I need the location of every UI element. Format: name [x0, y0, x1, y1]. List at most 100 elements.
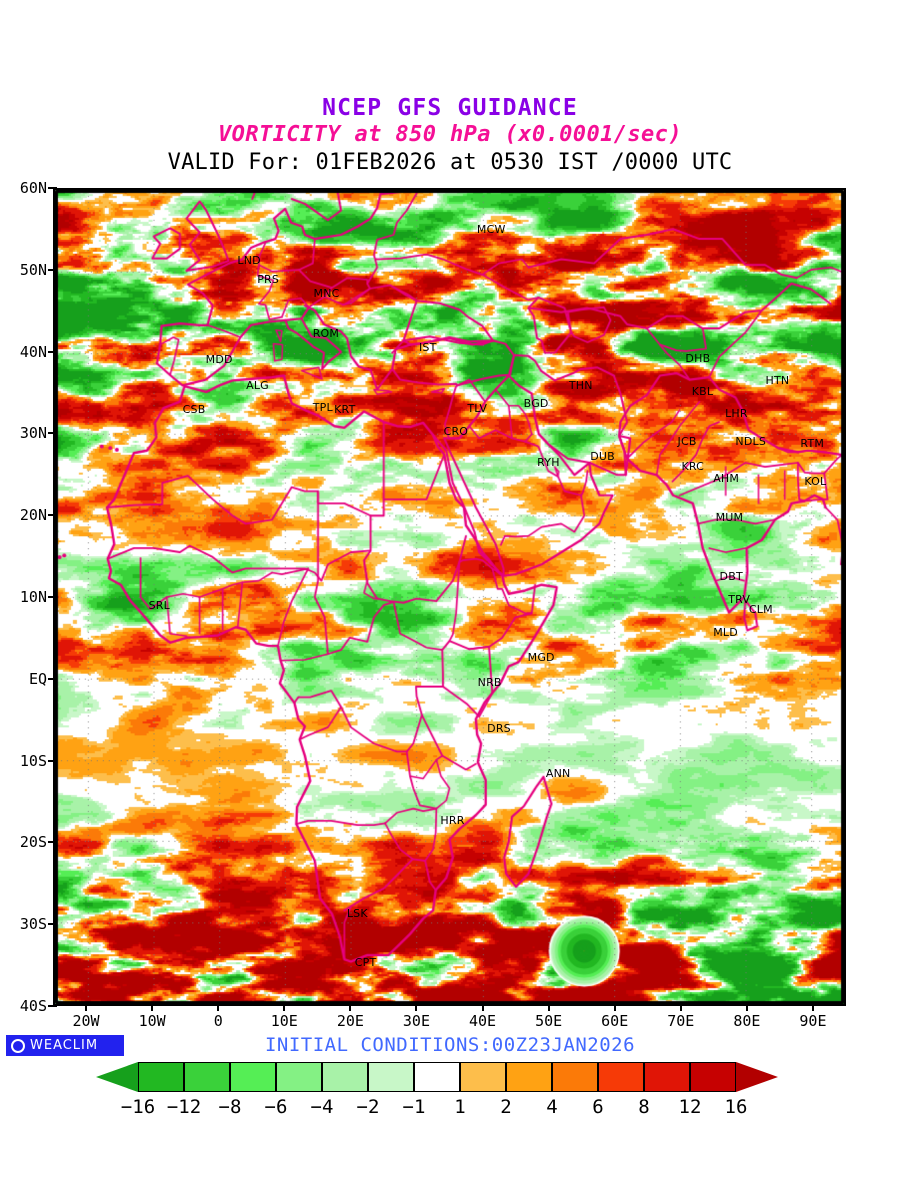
city-label-kbl: KBL [691, 384, 714, 398]
colorbar-tick-label: −1 [402, 1096, 426, 1118]
colorbar-tick-label: −16 [120, 1096, 156, 1118]
x-axis-tick-mark [613, 1002, 616, 1011]
city-label-tpl: TPL [312, 401, 333, 415]
city-label-clm: CLM [748, 603, 773, 617]
colorbar-tick-label: 2 [500, 1096, 512, 1118]
y-axis-tick-label: 10S [19, 751, 47, 770]
chart-title-model: NCEP GFS GUIDANCE [322, 95, 578, 121]
colorbar-cell [690, 1062, 736, 1092]
x-axis-tick-mark [85, 1002, 88, 1011]
x-axis-tick-mark [151, 1002, 154, 1011]
y-axis-tick-label: 40N [19, 342, 47, 361]
city-label-thn: THN [568, 378, 593, 392]
city-label-jcb: JCB [677, 435, 697, 449]
weaclim-circle-icon [11, 1038, 25, 1053]
y-axis-tick-label: 30N [19, 424, 47, 443]
y-axis-tick-mark [48, 596, 57, 598]
y-axis-tick-mark [48, 677, 57, 680]
city-label-nrb: NRB [477, 675, 502, 689]
y-axis-tick-label: 50N [19, 260, 47, 279]
colorbar: −16 −12 −8 −6 −4 −2 −1 1 2 4 6 8 12 16 [0, 1062, 900, 1142]
y-axis-tick-label: 20N [19, 506, 47, 525]
colorbar-tick-label: 4 [546, 1096, 558, 1118]
colorbar-tick-label: −4 [310, 1096, 334, 1118]
city-label-krc: KRC [681, 459, 705, 473]
city-label-bgd: BGD [523, 396, 549, 410]
city-label-ahm: AHM [713, 472, 740, 486]
colorbar-tick-label: 6 [592, 1096, 604, 1118]
colorbar-cell [230, 1062, 276, 1092]
y-axis-tick-label: 10N [19, 588, 47, 606]
colorbar-tick-label: −6 [264, 1096, 288, 1118]
city-label-mum: MUM [715, 511, 744, 525]
y-axis-tick-mark [48, 759, 57, 762]
chart-title-valid-time: VALID For: 01FEB2026 at 0530 IST /0000 U… [167, 150, 733, 175]
colorbar-cell [598, 1062, 644, 1092]
city-label-prs: PRS [257, 272, 280, 286]
city-label-alg: ALG [246, 378, 269, 392]
city-label-ndls: NDLS [735, 435, 767, 449]
city-label-dbt: DBT [719, 570, 743, 584]
city-label-lnd: LND [237, 253, 261, 267]
y-axis-tick-mark [48, 187, 57, 189]
map-plot-area: MCW LND PRS MNC ROM IST MDD DHB HTN ALG THN KBL CSB T… [53, 188, 846, 1006]
colorbar-tick-label: 12 [678, 1096, 702, 1118]
x-axis-tick-label: 10W [138, 1012, 166, 1030]
colorbar-cell [322, 1062, 368, 1092]
y-axis-tick-label: 60N [19, 179, 47, 197]
colorbar-cell [138, 1062, 184, 1092]
city-label-krt: KRT [334, 402, 356, 416]
colorbar-tick-label: 16 [724, 1096, 748, 1118]
city-label-rom: ROM [312, 327, 340, 341]
x-axis-tick-label: 0 [213, 1012, 223, 1030]
city-label-tlv: TLV [467, 401, 488, 415]
city-label-mdd: MDD [205, 352, 233, 366]
city-label-srl: SRL [148, 599, 170, 612]
y-axis-tick-mark [48, 350, 57, 353]
x-axis-tick-mark [217, 1002, 220, 1011]
y-axis-tick-label: 30S [19, 915, 47, 934]
colorbar-under-arrow [96, 1062, 138, 1092]
y-axis-tick-mark [48, 841, 57, 844]
city-label-mnc: MNC [313, 286, 340, 300]
city-label-trv: TRV [728, 593, 751, 607]
x-axis-tick-mark [745, 1002, 748, 1011]
city-label-csb: CSB [182, 402, 206, 416]
city-label-mcw: MCW [476, 222, 506, 236]
weaclim-logo-badge[interactable]: WEACLIM [6, 1035, 124, 1056]
colorbar-cell [552, 1062, 598, 1092]
x-axis-tick-label: 90E [799, 1012, 827, 1030]
x-axis-tick-mark [481, 1002, 484, 1011]
x-axis-tick-label: 70E [667, 1012, 695, 1030]
city-label-mgd: MGD [527, 650, 555, 664]
city-label-lsk: LSK [346, 907, 368, 921]
colorbar-cell [460, 1062, 506, 1092]
x-axis-tick-label: 30E [402, 1012, 430, 1030]
x-axis-tick-label: 20W [72, 1012, 100, 1030]
colorbar-strip [138, 1062, 736, 1092]
x-axis-tick-mark [349, 1002, 352, 1011]
city-label-kol: KOL [804, 474, 827, 488]
city-label-drs: DRS [487, 721, 511, 735]
city-label-mld: MLD [713, 625, 738, 639]
city-label-dub: DUB [590, 450, 615, 464]
city-label-hrr: HRR [440, 814, 465, 828]
y-axis-tick-mark [48, 432, 57, 435]
city-label-ann: ANN [545, 766, 571, 780]
x-axis-tick-mark [679, 1002, 682, 1011]
y-axis-tick-label: 40S [19, 997, 47, 1015]
colorbar-cell [368, 1062, 414, 1092]
y-axis-tick-mark [48, 268, 57, 271]
chart-title-block: NCEP GFS GUIDANCE VORTICITY at 850 hPa (… [0, 95, 900, 177]
vorticity-field-canvas [55, 190, 844, 1004]
city-label-cpt: CPT [354, 956, 377, 970]
city-label-rtm: RTM [800, 437, 825, 451]
colorbar-tick-label: 8 [638, 1096, 650, 1118]
colorbar-cell [276, 1062, 322, 1092]
x-axis-tick-label: 60E [601, 1012, 629, 1030]
y-axis-tick-label: 20S [19, 833, 47, 852]
colorbar-cell [644, 1062, 690, 1092]
city-label-ist: IST [418, 341, 437, 355]
colorbar-cell [414, 1062, 460, 1092]
y-axis-tick-label: EQ [28, 669, 47, 688]
